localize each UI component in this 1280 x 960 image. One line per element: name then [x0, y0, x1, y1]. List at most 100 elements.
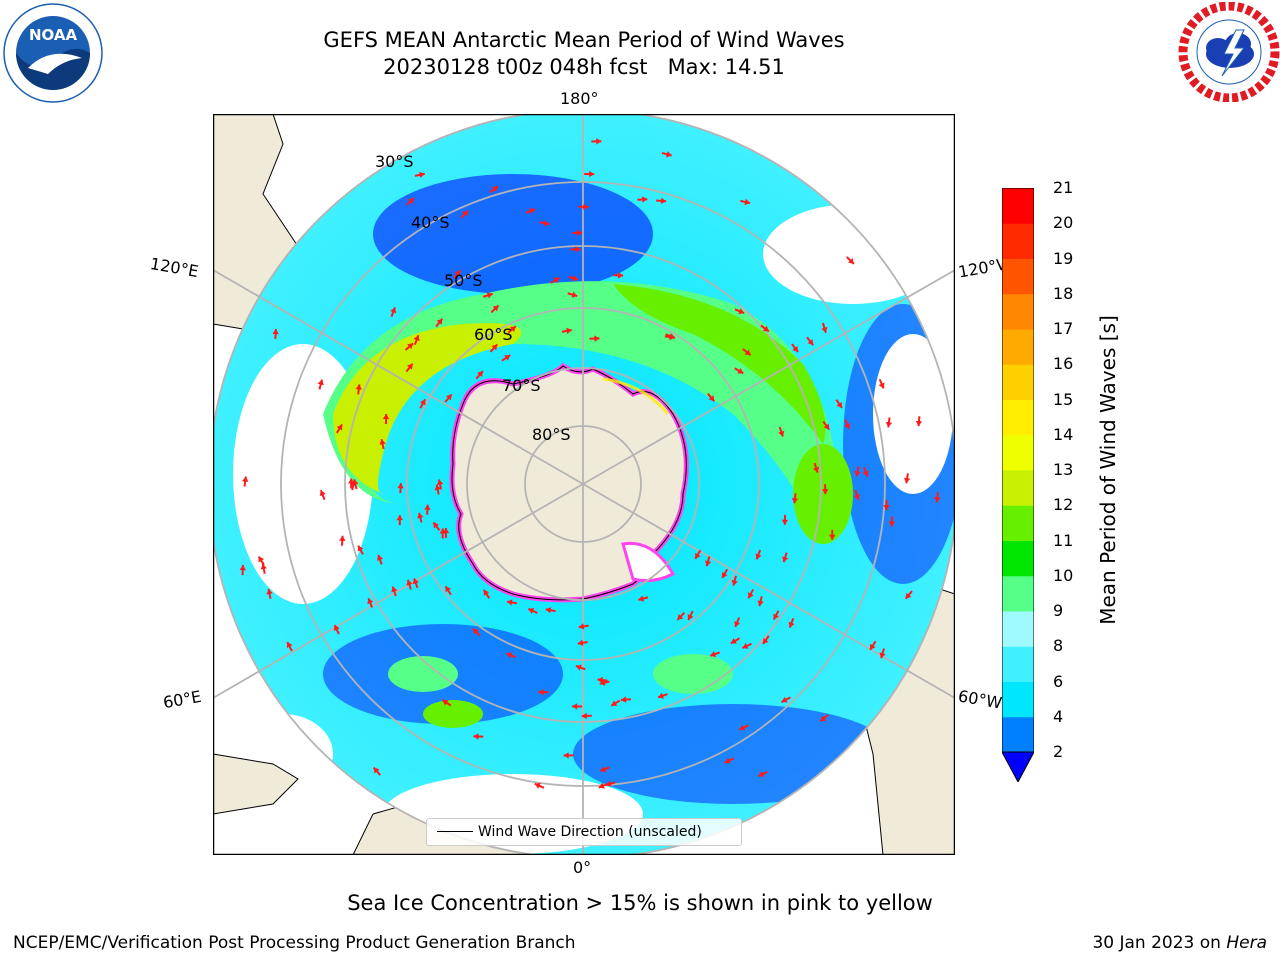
wave-arrow-head	[687, 614, 694, 621]
colorbar-tick-label: 18	[1053, 283, 1074, 303]
colorbar-tick-label: 20	[1053, 213, 1074, 233]
wave-arrow-head	[781, 696, 788, 703]
legend-label: Wind Wave Direction (unscaled)	[478, 824, 702, 840]
colorbar	[1001, 187, 1035, 784]
wave-arrow-head	[433, 522, 439, 529]
lon-label-180: 180°	[560, 89, 599, 108]
wave-arrow-head	[545, 607, 552, 614]
wave-arrow-head	[583, 203, 589, 211]
colorbar-tick-label: 8	[1053, 636, 1064, 656]
colorbar-tick-label: 21	[1053, 178, 1074, 197]
footer-right: 30 Jan 2023 on Hera	[1092, 933, 1267, 953]
wave-arrow-head	[413, 335, 420, 342]
wave-arrow-head	[454, 270, 461, 277]
wave-arrow-head	[348, 478, 355, 484]
colorbar-label: Mean Period of Wind Waves [s]	[1096, 315, 1120, 625]
wave-arrow-head	[419, 171, 425, 179]
wave-arrow-head	[472, 628, 479, 635]
wave-arrow-head	[355, 384, 362, 390]
wave-arrow-head	[820, 715, 827, 722]
wave-arrow-head	[878, 382, 885, 389]
wave-arrow-head	[721, 571, 728, 578]
lat-label-80s: 80°S	[532, 425, 571, 444]
wave-arrow-head	[597, 676, 603, 684]
wave-arrow-head	[406, 579, 413, 586]
wave-arrow-head	[620, 696, 627, 703]
footer-left: NCEP/EMC/Verification Post Processing Pr…	[13, 933, 576, 953]
wave-arrow-head	[538, 688, 544, 696]
wave-arrow-head	[575, 664, 582, 671]
wave-arrow-head	[695, 552, 701, 559]
chart-title: GEFS MEAN Antarctic Mean Period of Wind …	[323, 28, 845, 52]
colorbar-tick-label: 4	[1053, 706, 1064, 726]
wave-arrow-head	[563, 752, 569, 759]
map-panel: 30°S 40°S 50°S 60°S 70°S 80°S Wind Wave …	[212, 113, 956, 856]
wave-arrow-head	[821, 326, 828, 333]
wave-arrow-head	[862, 470, 869, 477]
wave-arrow-head	[367, 598, 374, 605]
wave-arrow-head	[669, 333, 675, 340]
wave-arrow-head	[748, 592, 754, 599]
wave-arrow-head	[599, 679, 606, 686]
wave-arrow-head	[730, 638, 737, 644]
wave-arrow-head	[266, 588, 273, 595]
wave-arrow-head	[577, 229, 583, 237]
wave-arrow-head	[319, 490, 326, 497]
colorbar-bin	[1002, 540, 1034, 577]
wave-arrow-head	[483, 589, 490, 596]
svg-text:NOAA: NOAA	[29, 26, 78, 44]
lon-label-0: 0°	[573, 858, 592, 877]
colorbar-bin	[1002, 681, 1034, 718]
wave-arrow-head	[600, 766, 607, 773]
wave-arrow-head	[642, 196, 648, 203]
wave-arrow-head	[286, 642, 293, 649]
wave-arrow-head	[744, 198, 751, 206]
wave-arrow-head	[848, 258, 854, 264]
wave-arrow-head	[553, 277, 560, 284]
wave-arrow-head	[352, 479, 359, 486]
wave-arrow-head	[575, 246, 581, 253]
wave-arrow-head	[507, 599, 513, 606]
noaa-logo: NOAA	[2, 2, 104, 104]
sea-ice-note: Sea Ice Concentration > 15% is shown in …	[347, 891, 933, 915]
wave-arrow-head	[594, 335, 600, 342]
wave-arrow-head	[821, 489, 829, 495]
wave-arrow-head	[504, 355, 511, 361]
colorbar-tick-label: 2	[1053, 742, 1064, 761]
wave-arrow-head	[436, 318, 443, 325]
wave-arrow-head	[739, 724, 746, 731]
wave-arrow-head	[742, 642, 749, 649]
wave-arrow-head	[529, 208, 536, 215]
wave-arrow-head	[424, 504, 431, 510]
wave-arrow-head	[782, 556, 789, 563]
wave-arrow-head	[581, 712, 587, 720]
wave-arrow-head	[836, 401, 843, 408]
wave-arrow-head	[812, 466, 820, 473]
wave-arrow-head	[578, 623, 585, 630]
colorbar-tick-label: 11	[1053, 530, 1074, 550]
wave-arrow-head	[885, 421, 893, 428]
colorbar-bin	[1002, 188, 1034, 224]
wind-wave-arrows	[239, 138, 941, 789]
wave-arrow-head	[611, 700, 618, 706]
colorbar-bin	[1002, 329, 1034, 365]
wave-arrow-head	[788, 621, 795, 628]
chart-subtitle: 20230128 t00z 048h fcst Max: 14.51	[383, 55, 785, 79]
colorbar-tick-label: 19	[1053, 248, 1074, 268]
wave-arrow-head	[589, 170, 595, 178]
wave-arrow-head	[658, 692, 664, 699]
lon-label-60e: 60°E	[161, 686, 203, 713]
colorbar-bin	[1002, 470, 1034, 506]
colorbar-tick-label: 10	[1053, 565, 1074, 585]
wave-arrow-head	[605, 780, 612, 787]
wave-arrow-head	[419, 399, 426, 406]
wave-arrow-head	[762, 325, 769, 332]
wave-arrow-head	[571, 291, 578, 298]
footer-date: 30 Jan 2023 on	[1092, 933, 1227, 953]
wave-arrow-head	[710, 651, 717, 658]
wave-arrow-head	[477, 371, 483, 378]
wave-arrow-head	[462, 210, 468, 217]
colorbar-bin	[1002, 434, 1034, 471]
wave-arrow-head	[883, 505, 890, 511]
wave-arrow-head	[905, 592, 912, 599]
